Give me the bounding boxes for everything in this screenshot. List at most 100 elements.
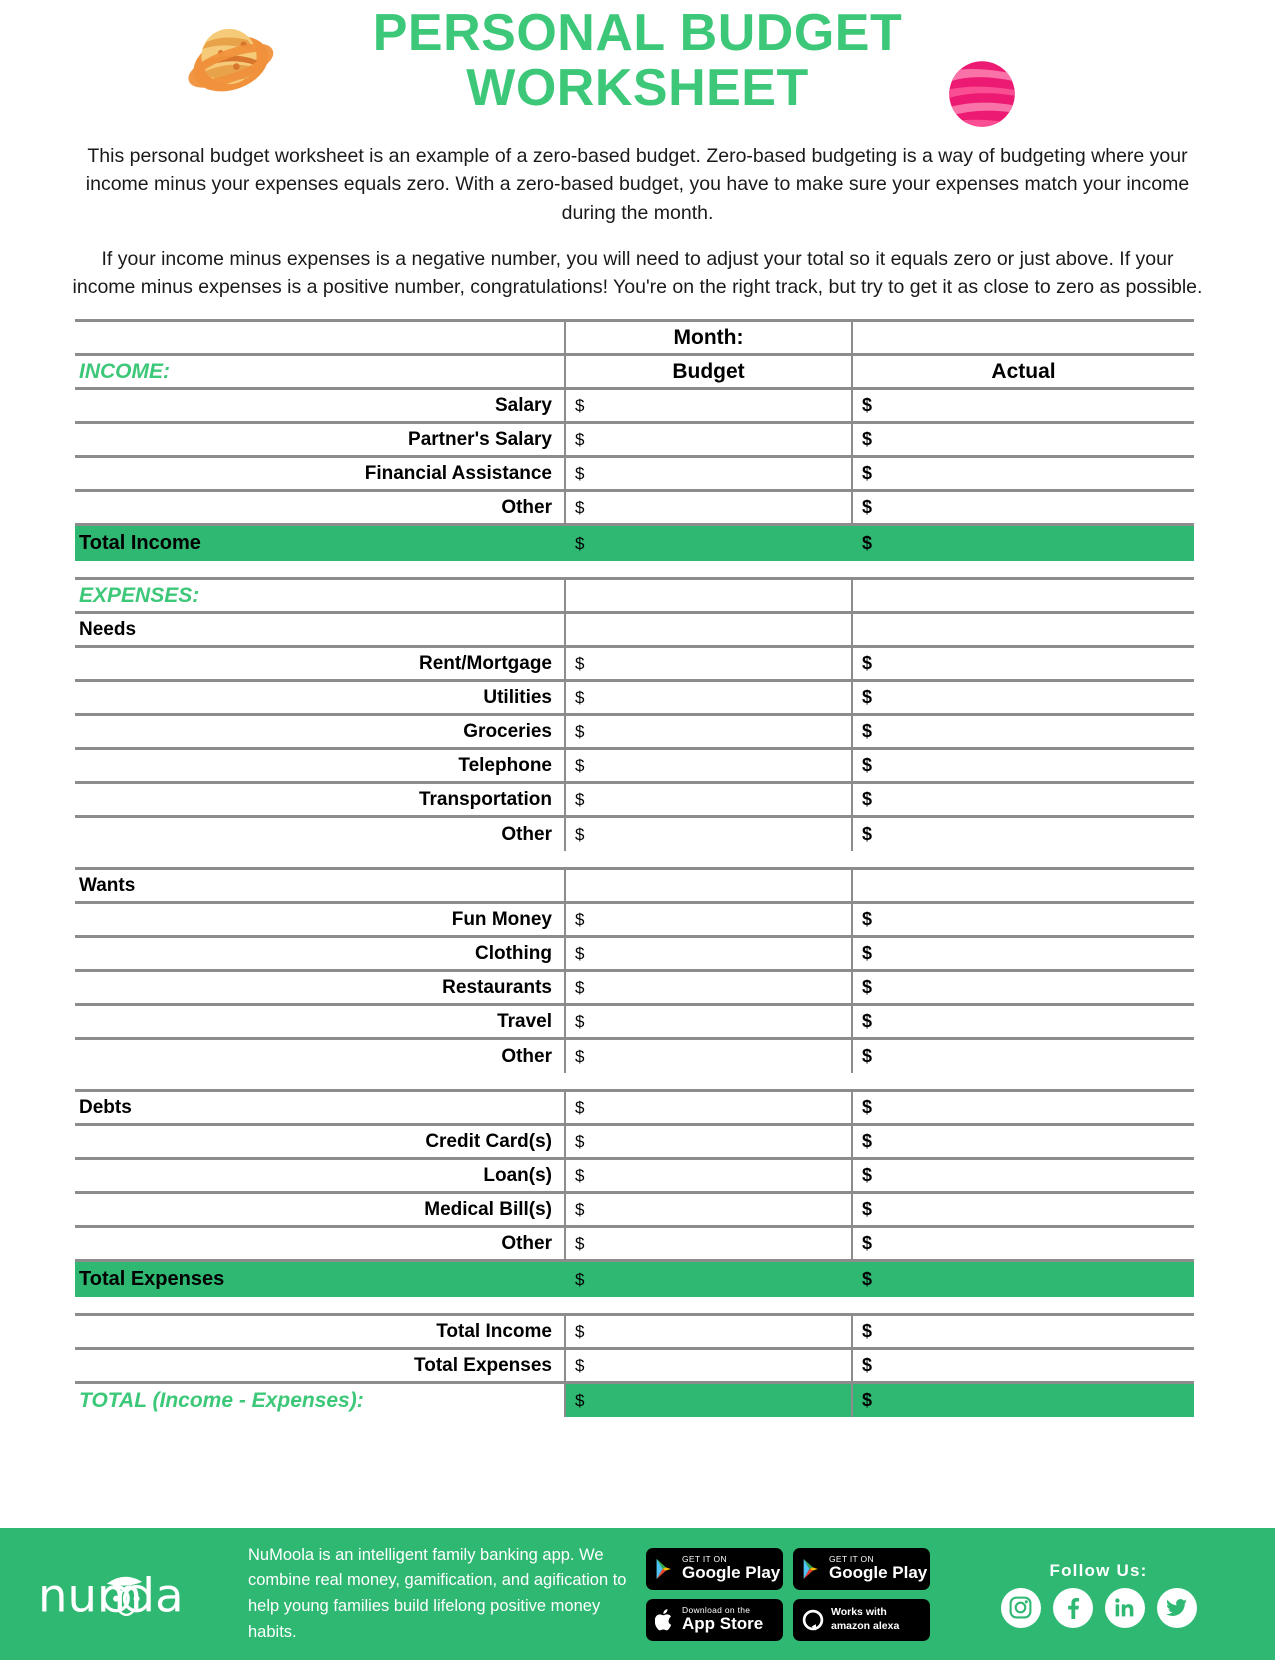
month-value[interactable] [851, 319, 1194, 355]
app-store-badge[interactable]: Download on the App Store [646, 1598, 783, 1641]
grand-total-actual[interactable]: $ [851, 1381, 1194, 1417]
row-label: Travel [75, 1003, 565, 1039]
budget-cell[interactable]: $ [564, 645, 852, 681]
actual-cell[interactable]: $ [851, 1225, 1194, 1261]
alexa-icon [802, 1609, 824, 1631]
row-label: Rent/Mortgage [75, 645, 565, 681]
budget-cell[interactable]: $ [564, 1191, 852, 1227]
budget-cell[interactable]: $ [564, 901, 852, 937]
actual-cell[interactable]: $ [851, 713, 1194, 749]
alexa-badge[interactable]: Works with amazon alexa [793, 1598, 930, 1641]
table-row: Telephone $ $ [75, 747, 1194, 783]
column-header-actual: Actual [851, 353, 1194, 389]
grand-total-budget[interactable]: $ [564, 1381, 852, 1417]
budget-cell[interactable]: $ [564, 1157, 852, 1193]
budget-cell[interactable]: $ [564, 679, 852, 715]
numoola-owl-logo: num la [38, 1569, 184, 1623]
row-label: Financial Assistance [75, 455, 565, 491]
budget-cell[interactable]: $ [564, 781, 852, 817]
row-label: Loan(s) [75, 1157, 565, 1193]
budget-cell[interactable]: $ [564, 815, 852, 851]
facebook-icon [1068, 1598, 1080, 1619]
budget-table: Month: INCOME: Budget Actual Salary $ $ … [75, 319, 1194, 1417]
actual-cell[interactable]: $ [851, 455, 1194, 491]
row-label: Other [75, 489, 565, 525]
table-row: Partner's Salary $ $ [75, 421, 1194, 457]
budget-cell[interactable]: $ [564, 387, 852, 423]
row-label: Utilities [75, 679, 565, 715]
debts-budget-cell[interactable]: $ [564, 1089, 852, 1125]
expenses-actual-blank [851, 577, 1194, 613]
budget-cell[interactable]: $ [564, 713, 852, 749]
twitter-icon-button[interactable] [1156, 1587, 1197, 1628]
instagram-icon-button[interactable] [1000, 1587, 1041, 1628]
actual-cell[interactable]: $ [851, 901, 1194, 937]
actual-cell[interactable]: $ [851, 489, 1194, 525]
twitter-icon [1166, 1599, 1187, 1616]
actual-cell[interactable]: $ [851, 1123, 1194, 1159]
table-row: Utilities $ $ [75, 679, 1194, 715]
actual-cell[interactable]: $ [851, 1347, 1194, 1383]
month-label[interactable]: Month: [564, 319, 852, 355]
row-spacer [75, 560, 1194, 579]
store-badges: GET IT ON Google Play GET IT ON Google P… [638, 1547, 938, 1641]
google-play-icon [656, 1558, 671, 1579]
budget-cell[interactable]: $ [564, 489, 852, 525]
budget-cell[interactable]: $ [564, 1313, 852, 1349]
facebook-icon-button[interactable] [1052, 1587, 1093, 1628]
budget-cell[interactable]: $ [564, 1123, 852, 1159]
budget-cell[interactable]: $ [564, 455, 852, 491]
needs-budget-blank [564, 611, 852, 647]
actual-cell[interactable]: $ [851, 679, 1194, 715]
footer-blurb: NuMoola is an intelligent family banking… [248, 1545, 627, 1641]
total-income-actual[interactable]: $ [851, 523, 1194, 561]
table-row: Loan(s) $ $ [75, 1157, 1194, 1193]
actual-cell[interactable]: $ [851, 387, 1194, 423]
actual-cell[interactable]: $ [851, 421, 1194, 457]
debts-actual-cell[interactable]: $ [851, 1089, 1194, 1125]
table-row: Fun Money $ $ [75, 901, 1194, 937]
budget-cell[interactable]: $ [564, 1037, 852, 1073]
budget-cell[interactable]: $ [564, 1003, 852, 1039]
actual-cell[interactable]: $ [851, 815, 1194, 851]
footer-logo: num la [0, 1563, 248, 1625]
actual-cell[interactable]: $ [851, 1191, 1194, 1227]
total-income-label: Total Income [75, 523, 565, 561]
actual-cell[interactable]: $ [851, 1157, 1194, 1193]
row-label: Fun Money [75, 901, 565, 937]
budget-cell[interactable]: $ [564, 1347, 852, 1383]
page-footer: num la NuMoola is an intelligent family … [0, 1528, 1275, 1660]
budget-cell[interactable]: $ [564, 421, 852, 457]
page-title: PERSONAL BUDGET WORKSHEET [0, 5, 1275, 116]
total-income-budget[interactable]: $ [564, 523, 852, 561]
google-play-badge[interactable]: GET IT ON Google Play [646, 1547, 783, 1590]
budget-cell[interactable]: $ [564, 969, 852, 1005]
row-label: Groceries [75, 713, 565, 749]
total-expenses-label: Total Expenses [75, 1259, 565, 1297]
wants-actual-blank [851, 867, 1194, 903]
row-spacer [75, 850, 1194, 869]
total-expenses-actual[interactable]: $ [851, 1259, 1194, 1297]
actual-cell[interactable]: $ [851, 781, 1194, 817]
actual-cell[interactable]: $ [851, 935, 1194, 971]
row-label: Other [75, 815, 565, 851]
intro-text: This personal budget worksheet is an exa… [0, 142, 1275, 301]
actual-cell[interactable]: $ [851, 1003, 1194, 1039]
total-expenses-budget[interactable]: $ [564, 1259, 852, 1297]
table-row: Medical Bill(s) $ $ [75, 1191, 1194, 1227]
budget-cell[interactable]: $ [564, 1225, 852, 1261]
table-row-summary: Total Expenses $ $ [75, 1347, 1194, 1383]
actual-cell[interactable]: $ [851, 969, 1194, 1005]
apple-icon [655, 1608, 672, 1630]
actual-cell[interactable]: $ [851, 1313, 1194, 1349]
saturn-planet-icon [188, 28, 274, 92]
actual-cell[interactable]: $ [851, 645, 1194, 681]
google-play-badge-2[interactable]: GET IT ON Google Play [793, 1547, 930, 1590]
budget-cell[interactable]: $ [564, 935, 852, 971]
budget-cell[interactable]: $ [564, 747, 852, 783]
linkedin-icon-button[interactable] [1104, 1587, 1145, 1628]
actual-cell[interactable]: $ [851, 1037, 1194, 1073]
table-row: Other $ $ [75, 815, 1194, 851]
table-row-month: Month: [75, 319, 1194, 355]
actual-cell[interactable]: $ [851, 747, 1194, 783]
